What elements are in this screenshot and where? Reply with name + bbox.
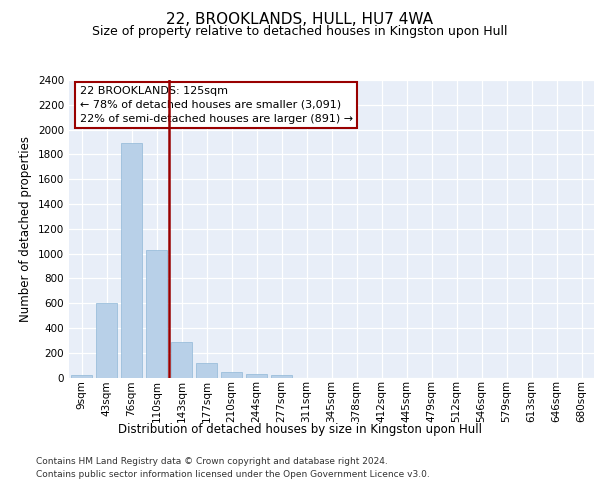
Text: 22 BROOKLANDS: 125sqm
← 78% of detached houses are smaller (3,091)
22% of semi-d: 22 BROOKLANDS: 125sqm ← 78% of detached … xyxy=(79,86,353,124)
Bar xyxy=(171,342,192,378)
Text: Distribution of detached houses by size in Kingston upon Hull: Distribution of detached houses by size … xyxy=(118,422,482,436)
Bar xyxy=(121,143,142,378)
Bar xyxy=(146,250,167,378)
Text: 22, BROOKLANDS, HULL, HU7 4WA: 22, BROOKLANDS, HULL, HU7 4WA xyxy=(167,12,433,28)
Bar xyxy=(221,372,242,378)
Bar xyxy=(271,375,292,378)
Bar xyxy=(71,375,92,378)
Bar xyxy=(96,303,117,378)
Bar xyxy=(246,374,267,378)
Bar xyxy=(196,363,217,378)
Y-axis label: Number of detached properties: Number of detached properties xyxy=(19,136,32,322)
Text: Contains public sector information licensed under the Open Government Licence v3: Contains public sector information licen… xyxy=(36,470,430,479)
Text: Size of property relative to detached houses in Kingston upon Hull: Size of property relative to detached ho… xyxy=(92,25,508,38)
Text: Contains HM Land Registry data © Crown copyright and database right 2024.: Contains HM Land Registry data © Crown c… xyxy=(36,458,388,466)
